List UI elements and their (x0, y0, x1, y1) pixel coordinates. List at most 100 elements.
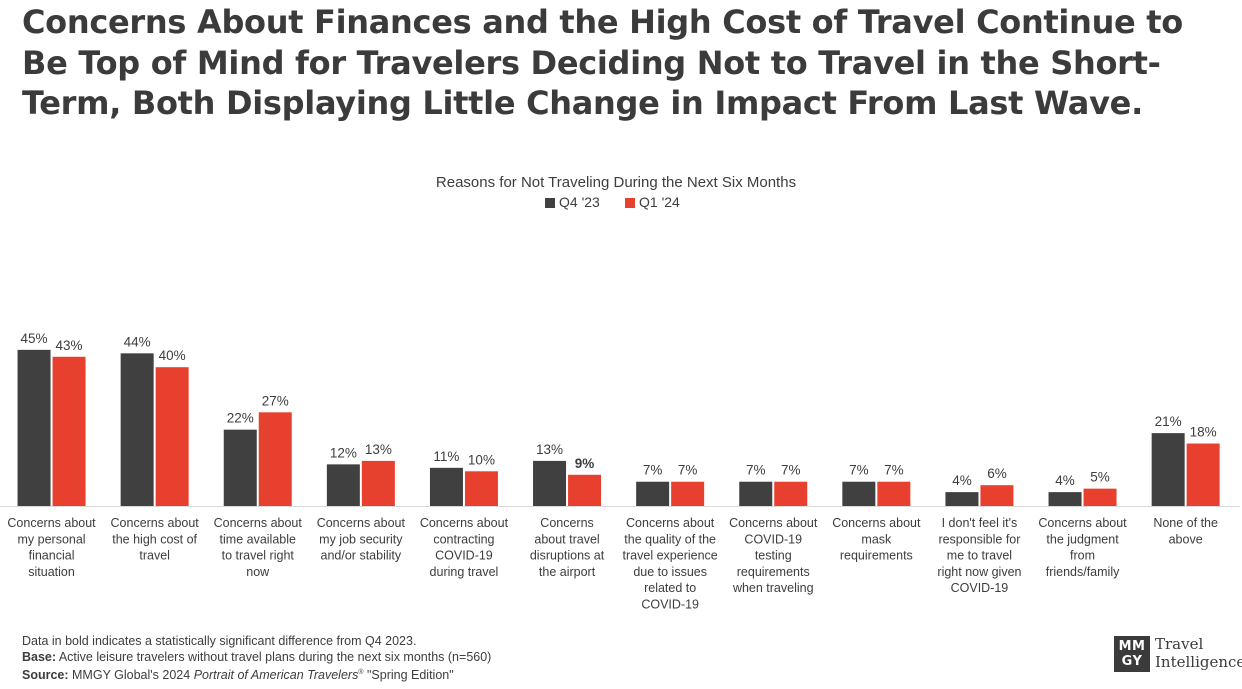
bar-q4-7 (739, 481, 773, 506)
data-label-q1-10: 5% (1090, 470, 1110, 485)
bar-q4-1 (120, 353, 154, 506)
data-label-q1-9: 6% (987, 466, 1007, 481)
category-label-line: my job security (319, 532, 403, 546)
data-label-q1-3: 13% (365, 442, 392, 457)
category-label-line: travel (139, 549, 170, 563)
data-label-q4-8: 7% (849, 463, 869, 478)
category-label-line: financial (29, 549, 75, 563)
category-label-line: Concerns about (626, 516, 715, 530)
legend-swatch-q4 (545, 198, 555, 208)
significance-note: Data in bold indicates a statistically s… (22, 634, 417, 648)
category-label-line: time available (220, 532, 296, 546)
bar-q1-9 (980, 485, 1014, 506)
category-label-line: when traveling (732, 581, 814, 595)
data-label-q4-2: 22% (227, 411, 254, 426)
source-label: Source: (22, 668, 69, 683)
category-label-line: the quality of the (624, 532, 716, 546)
bar-q4-6 (636, 481, 670, 506)
data-label-q4-4: 11% (433, 449, 459, 464)
bar-chart: Reasons for Not Traveling During the Nex… (0, 174, 1240, 612)
data-label-q1-7: 7% (781, 463, 801, 478)
page-title: Concerns About Finances and the High Cos… (22, 3, 1183, 122)
registered-mark: ® (358, 669, 364, 676)
data-label-q1-5: 9% (575, 456, 595, 471)
chart-title: Reasons for Not Traveling During the Nex… (436, 174, 796, 191)
bar-q4-2 (223, 429, 257, 506)
data-label-q4-10: 4% (1055, 473, 1075, 488)
source-text-1: MMGY Global's 2024 (68, 668, 194, 683)
base-note: Base: Active leisure travelers without t… (22, 649, 491, 665)
category-label-line: to travel right (222, 549, 295, 563)
category-label-line: Concerns (540, 516, 594, 530)
category-label-line: COVID-19 (641, 598, 699, 612)
base-text: Active leisure travelers without travel … (56, 650, 492, 664)
category-label-7: Concerns about COVID-19 testing requirement… (729, 516, 818, 595)
category-label-line: Concerns about (729, 516, 818, 530)
category-label-line: responsible for (938, 532, 1020, 546)
data-label-q4-11: 21% (1155, 414, 1182, 429)
bar-q4-10 (1048, 492, 1082, 506)
bar-q1-11 (1186, 443, 1220, 506)
category-label-line: right now given (937, 565, 1021, 579)
category-label-9: I don't feel it's responsible for me to tr… (937, 516, 1021, 595)
bar-q1-7 (774, 481, 808, 506)
bar-q1-4 (464, 471, 498, 506)
category-label-line: Concerns about (317, 516, 406, 530)
category-label-line: due to issues (633, 565, 707, 579)
category-label-line: Concerns about (7, 516, 96, 530)
category-label-line: Concerns about (214, 516, 303, 530)
data-label-q1-2: 27% (262, 393, 289, 408)
category-label-8: Concerns about mask requirements (832, 516, 921, 563)
bar-q1-2 (258, 412, 292, 506)
data-label-q1-11: 18% (1190, 425, 1217, 440)
category-label-line: my personal (18, 532, 86, 546)
category-label-1: Concerns about the high cost of travel (111, 516, 200, 563)
data-label-q1-0: 43% (56, 338, 83, 353)
data-label-q1-4: 10% (468, 452, 495, 467)
category-label-4: Concerns about contracting COVID-19 during … (420, 516, 509, 579)
source-text-2: "Spring Edition" (363, 668, 454, 683)
footnotes: Data in bold indicates a statistically s… (22, 633, 491, 683)
data-label-q4-0: 45% (21, 331, 48, 346)
data-label-q1-6: 7% (678, 463, 698, 478)
category-label-line: the judgment (1046, 532, 1119, 546)
category-label-5: Concerns about travel disruptions at the ai… (530, 516, 605, 579)
category-label-line: the high cost of (112, 532, 197, 546)
category-label-2: Concerns about time available to travel ri… (214, 516, 303, 579)
category-label-line: I don't feel it's (942, 516, 1018, 530)
category-label-line: about travel (534, 532, 599, 546)
bar-q1-1 (155, 367, 189, 506)
category-label-line: now (246, 565, 270, 579)
data-label-q4-9: 4% (952, 473, 972, 488)
category-label-line: related to (644, 581, 696, 595)
legend-label-q1: Q1 '24 (639, 194, 680, 210)
category-label-line: situation (28, 565, 75, 579)
category-label-line: Concerns about (111, 516, 200, 530)
category-label-line: COVID-19 (744, 532, 802, 546)
logo-line-2: Intelligence (1155, 653, 1242, 671)
category-label-line: mask (861, 532, 892, 546)
category-label-line: contracting (433, 532, 494, 546)
bar-q1-0 (52, 356, 86, 506)
category-label-line: requirements (737, 565, 810, 579)
category-label-11: None of the above (1153, 516, 1218, 546)
bar-q1-6 (671, 481, 705, 506)
mmgy-logo: MM GY Travel Intelligence (1114, 633, 1242, 675)
category-label-line: from (1070, 549, 1095, 563)
category-label-0: Concerns about my personal financial situat… (7, 516, 96, 579)
category-label-6: Concerns about the quality of the travel e… (623, 516, 718, 612)
category-label-line: disruptions at (530, 549, 605, 563)
category-label-line: COVID-19 (951, 581, 1009, 595)
bar-q4-8 (842, 481, 876, 506)
bar-q4-3 (326, 464, 360, 506)
bar-q4-9 (945, 492, 979, 506)
data-label-q4-6: 7% (643, 463, 663, 478)
category-label-line: and/or stability (321, 549, 402, 563)
source-note: Source: MMGY Global's 2024 Portrait of A… (22, 665, 491, 683)
bar-q1-8 (877, 481, 911, 506)
plot-area: 45% 43% Concerns about my personal financial… (0, 331, 1240, 612)
category-label-line: Concerns about (420, 516, 509, 530)
bar-q1-5 (568, 474, 602, 506)
category-label-line: travel experience (623, 549, 718, 563)
bar-q1-10 (1083, 488, 1117, 506)
